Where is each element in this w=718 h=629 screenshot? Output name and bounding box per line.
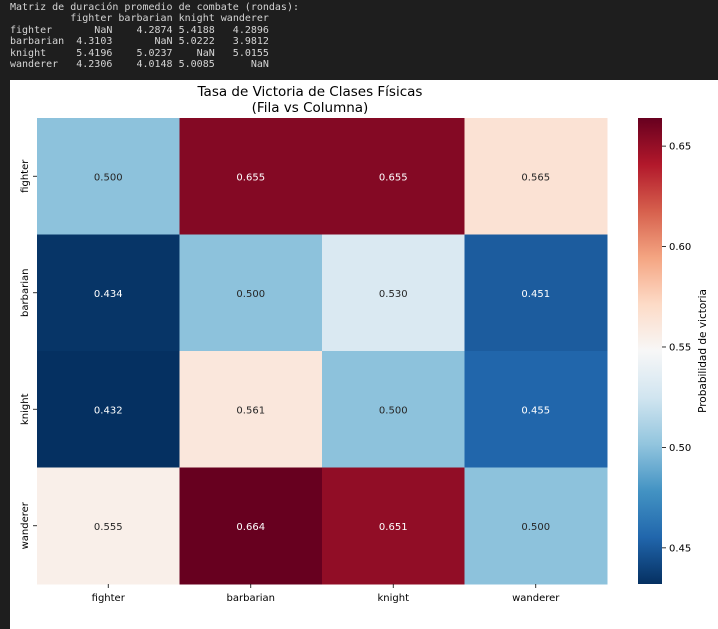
chart-title: Tasa de Victoria de Clases Físicas xyxy=(197,84,423,100)
colorbar-gradient xyxy=(638,118,662,584)
console-col-header: barbarian xyxy=(118,13,173,25)
console-col-header: fighter xyxy=(70,13,113,25)
console-cell: 5.0155 xyxy=(232,47,269,59)
cell-value-label: 0.655 xyxy=(379,172,408,183)
y-tick-label: barbarian xyxy=(20,269,31,317)
heatmap-cell xyxy=(322,351,465,468)
y-axis: fighter barbarian knight wanderer xyxy=(20,159,37,549)
cell-value-label: 0.664 xyxy=(236,522,265,533)
cell-value-label: 0.451 xyxy=(521,289,550,300)
console-output: Matriz de duración promedio de combate (… xyxy=(10,2,299,70)
colorbar-tick-label: 0.60 xyxy=(669,242,691,253)
console-row-label: wanderer xyxy=(10,59,65,71)
colorbar-tick-label: 0.50 xyxy=(669,443,691,454)
heatmap-cell xyxy=(464,118,608,235)
heatmap-cell xyxy=(464,467,608,585)
cell-value-label: 0.500 xyxy=(236,289,265,300)
heatmap-cell xyxy=(322,234,465,352)
heatmap-cell xyxy=(179,467,323,585)
console-cell: 4.2306 xyxy=(76,59,113,71)
console-cell: NaN xyxy=(94,24,113,36)
heatmap-cell xyxy=(179,351,323,468)
heatmap-chart: Tasa de Victoria de Clases Físicas (Fila… xyxy=(20,84,709,604)
console-cell: NaN xyxy=(196,47,215,59)
cell-value-label: 0.555 xyxy=(94,522,123,533)
cell-value-label: 0.500 xyxy=(94,172,123,183)
colorbar-tick-label: 0.55 xyxy=(669,342,691,353)
console-title: Matriz de duración promedio de combate (… xyxy=(10,2,299,13)
console-cell: NaN xyxy=(154,36,173,48)
cell-value-label: 0.530 xyxy=(379,289,408,300)
heatmap-cells: 0.500 0.655 0.655 0.565 0.434 0.500 0.530 0.451… xyxy=(37,118,608,585)
console-cell: 4.0148 xyxy=(136,59,173,71)
heatmap-figure: Tasa de Victoria de Clases Físicas (Fila… xyxy=(10,80,718,629)
cell-value-label: 0.432 xyxy=(94,405,123,416)
console-row-label: knight xyxy=(10,47,65,59)
heatmap-cell xyxy=(37,467,180,585)
heatmap-cell xyxy=(37,234,180,352)
heatmap-cell xyxy=(322,118,465,235)
console-cell: 5.0222 xyxy=(178,36,215,48)
console-col-header: wanderer xyxy=(220,13,269,25)
heatmap-cell xyxy=(37,351,180,468)
heatmap-cell xyxy=(37,118,180,235)
heatmap-cell xyxy=(179,234,323,352)
colorbar: 0.45 0.50 0.55 0.60 0.65 Probabilidad de vict… xyxy=(638,118,709,584)
console-cell: 5.4196 xyxy=(76,47,113,59)
console-cell: 5.0085 xyxy=(178,59,215,71)
console-cell: 5.0237 xyxy=(136,47,173,59)
x-axis: fighter barbarian knight wanderer xyxy=(92,584,560,604)
y-tick-label: fighter xyxy=(20,159,31,193)
heatmap-cell xyxy=(179,118,323,235)
console-table: fighter barbarian knight wanderer fighte… xyxy=(10,13,269,70)
console-cell: 4.3103 xyxy=(76,36,113,48)
console-col-header: knight xyxy=(178,13,215,25)
y-tick-label: wanderer xyxy=(20,501,31,549)
console-cell: 4.2874 xyxy=(136,24,173,36)
heatmap-cell xyxy=(322,467,465,585)
console-cell: NaN xyxy=(250,59,269,71)
chart-subtitle: (Fila vs Columna) xyxy=(252,100,369,116)
x-tick-label: fighter xyxy=(92,593,126,604)
cell-value-label: 0.651 xyxy=(379,522,408,533)
cell-value-label: 0.455 xyxy=(521,405,550,416)
console-row-label: fighter xyxy=(10,24,65,36)
console-cell: 4.2896 xyxy=(232,24,269,36)
x-tick-label: knight xyxy=(377,593,409,604)
console-row-label: barbarian xyxy=(10,36,65,48)
colorbar-tick-label: 0.45 xyxy=(669,543,691,554)
heatmap-cell xyxy=(464,351,608,468)
console-cell: 5.4188 xyxy=(178,24,215,36)
x-tick-label: wanderer xyxy=(512,593,560,604)
cell-value-label: 0.655 xyxy=(236,172,265,183)
cell-value-label: 0.565 xyxy=(521,172,550,183)
colorbar-tick-label: 0.65 xyxy=(669,142,691,153)
x-tick-label: barbarian xyxy=(227,593,275,604)
console-cell: 3.9812 xyxy=(232,36,269,48)
cell-value-label: 0.434 xyxy=(94,289,123,300)
y-tick-label: knight xyxy=(20,393,31,425)
cell-value-label: 0.561 xyxy=(236,405,265,416)
cell-value-label: 0.500 xyxy=(379,405,408,416)
heatmap-cell xyxy=(464,234,608,352)
colorbar-label: Probabilidad de victoria xyxy=(697,289,709,413)
cell-value-label: 0.500 xyxy=(521,522,550,533)
